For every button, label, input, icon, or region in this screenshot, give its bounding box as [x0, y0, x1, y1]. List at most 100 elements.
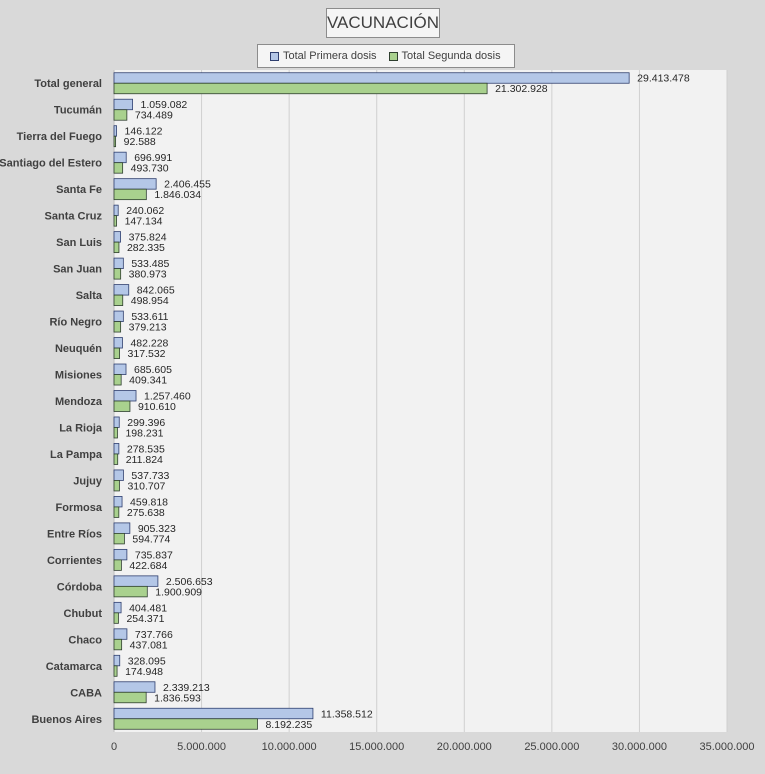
category-label: San Juan	[53, 264, 102, 276]
category-label: CABA	[70, 687, 102, 699]
data-label-segunda: 493.730	[131, 163, 169, 175]
bar-primera-dosis	[113, 231, 121, 243]
data-label-primera: 328.095	[128, 655, 166, 667]
category-label: Corrientes	[47, 555, 102, 567]
bar-segunda-dosis	[113, 585, 148, 598]
bar-segunda-dosis	[113, 506, 120, 518]
data-label-segunda: 910.610	[138, 401, 176, 413]
bar-segunda-dosis	[113, 241, 120, 254]
data-label-segunda: 422.684	[129, 560, 167, 572]
bar-primera-dosis	[113, 443, 120, 455]
bar-segunda-dosis	[113, 268, 122, 280]
bar-primera-dosis	[113, 390, 137, 402]
data-label-primera: 537.733	[131, 470, 169, 482]
category-label: Jujuy	[73, 475, 103, 487]
category-label: Santa Cruz	[45, 211, 103, 223]
bar-segunda-dosis	[113, 347, 120, 359]
data-label-primera: 533.611	[131, 311, 168, 323]
bar-primera-dosis	[113, 337, 123, 349]
data-label-segunda: 198.231	[125, 427, 163, 439]
bar-primera-dosis	[113, 548, 128, 561]
bar-segunda-dosis	[113, 400, 131, 412]
data-label-primera: 2.339.213	[163, 682, 210, 694]
category-label: Córdoba	[57, 581, 103, 593]
category-label: Tucumán	[54, 105, 102, 117]
x-tick-label: 0	[111, 741, 117, 753]
x-tick-label: 10.000.000	[262, 741, 317, 753]
x-tick-label: 20.000.000	[437, 741, 492, 753]
bar-primera-dosis	[113, 257, 124, 270]
bar-primera-dosis	[113, 310, 124, 322]
data-label-primera: 2.506.653	[166, 576, 213, 588]
data-label-segunda: 147.134	[125, 216, 163, 228]
bar-segunda-dosis	[113, 718, 258, 730]
bar-primera-dosis	[113, 654, 121, 667]
legend-label-primera: Total Primera dosis	[283, 50, 377, 62]
category-label: Chubut	[64, 608, 103, 620]
data-label-segunda: 254.371	[126, 613, 164, 625]
legend-swatch-primera	[270, 51, 279, 61]
data-label-segunda: 498.954	[131, 295, 169, 307]
data-label-segunda: 21.302.928	[495, 83, 548, 95]
chart-title: VACUNACIÓN	[326, 8, 440, 38]
data-label-segunda: 174.948	[125, 666, 163, 678]
category-label: Río Negro	[49, 317, 102, 329]
bar-primera-dosis	[113, 72, 630, 84]
chart-legend: Total Primera dosis Total Segunda dosis	[257, 44, 515, 68]
category-label: Neuquén	[55, 343, 102, 355]
data-label-segunda: 1.836.593	[154, 692, 201, 704]
bar-segunda-dosis	[113, 665, 118, 677]
data-label-primera: 2.406.455	[164, 179, 211, 191]
bar-primera-dosis	[113, 601, 122, 614]
bar-primera-dosis	[113, 98, 133, 111]
bar-segunda-dosis	[113, 427, 118, 439]
data-label-primera: 842.065	[137, 285, 175, 297]
data-label-primera: 735.837	[135, 549, 173, 561]
legend-item-primera: Total Primera dosis	[270, 50, 377, 62]
data-label-segunda: 1.900.909	[155, 586, 202, 598]
category-label: Buenos Aires	[31, 714, 102, 726]
category-label: Santa Fe	[56, 184, 102, 196]
data-label-segunda: 380.973	[129, 269, 167, 281]
bar-segunda-dosis	[113, 109, 128, 121]
data-label-segunda: 437.081	[130, 639, 168, 651]
category-label: Entre Ríos	[47, 528, 102, 540]
legend-swatch-segunda	[388, 51, 398, 61]
bar-segunda-dosis	[113, 638, 123, 651]
bar-primera-dosis	[113, 575, 159, 587]
category-label: La Rioja	[59, 422, 103, 434]
data-label-segunda: 211.824	[126, 454, 163, 466]
bar-segunda-dosis	[113, 374, 122, 386]
bar-segunda-dosis	[113, 162, 124, 174]
data-label-segunda: 734.489	[135, 110, 173, 122]
bar-primera-dosis	[113, 522, 131, 534]
data-label-primera: 737.766	[135, 629, 173, 641]
bar-primera-dosis	[113, 707, 314, 720]
category-label: Catamarca	[46, 661, 103, 673]
data-label-primera: 482.228	[130, 338, 168, 350]
category-label: San Luis	[56, 237, 102, 249]
data-label-primera: 696.991	[134, 152, 172, 164]
data-label-primera: 404.481	[129, 602, 167, 614]
category-label: Mendoza	[55, 396, 103, 408]
data-label-primera: 1.257.460	[144, 391, 191, 403]
data-label-segunda: 409.341	[129, 375, 167, 387]
bar-segunda-dosis	[113, 321, 122, 333]
bar-primera-dosis	[113, 284, 130, 296]
bar-primera-dosis	[113, 178, 157, 190]
data-label-segunda: 282.335	[127, 242, 165, 254]
data-label-primera: 299.396	[127, 417, 165, 429]
legend-label-segunda: Total Segunda dosis	[401, 50, 501, 62]
category-label: Misiones	[55, 370, 102, 382]
bar-primera-dosis	[113, 469, 124, 481]
bar-primera-dosis	[113, 416, 120, 428]
data-label-primera: 11.358.512	[321, 708, 373, 720]
x-tick-label: 35.000.000	[699, 741, 754, 753]
data-label-primera: 905.323	[138, 523, 176, 535]
bar-segunda-dosis	[113, 188, 147, 201]
x-tick-label: 15.000.000	[349, 741, 404, 753]
data-label-primera: 29.413.478	[637, 73, 690, 85]
bar-primera-dosis	[113, 681, 156, 693]
bar-primera-dosis	[113, 628, 128, 640]
data-label-primera: 533.485	[131, 258, 169, 270]
